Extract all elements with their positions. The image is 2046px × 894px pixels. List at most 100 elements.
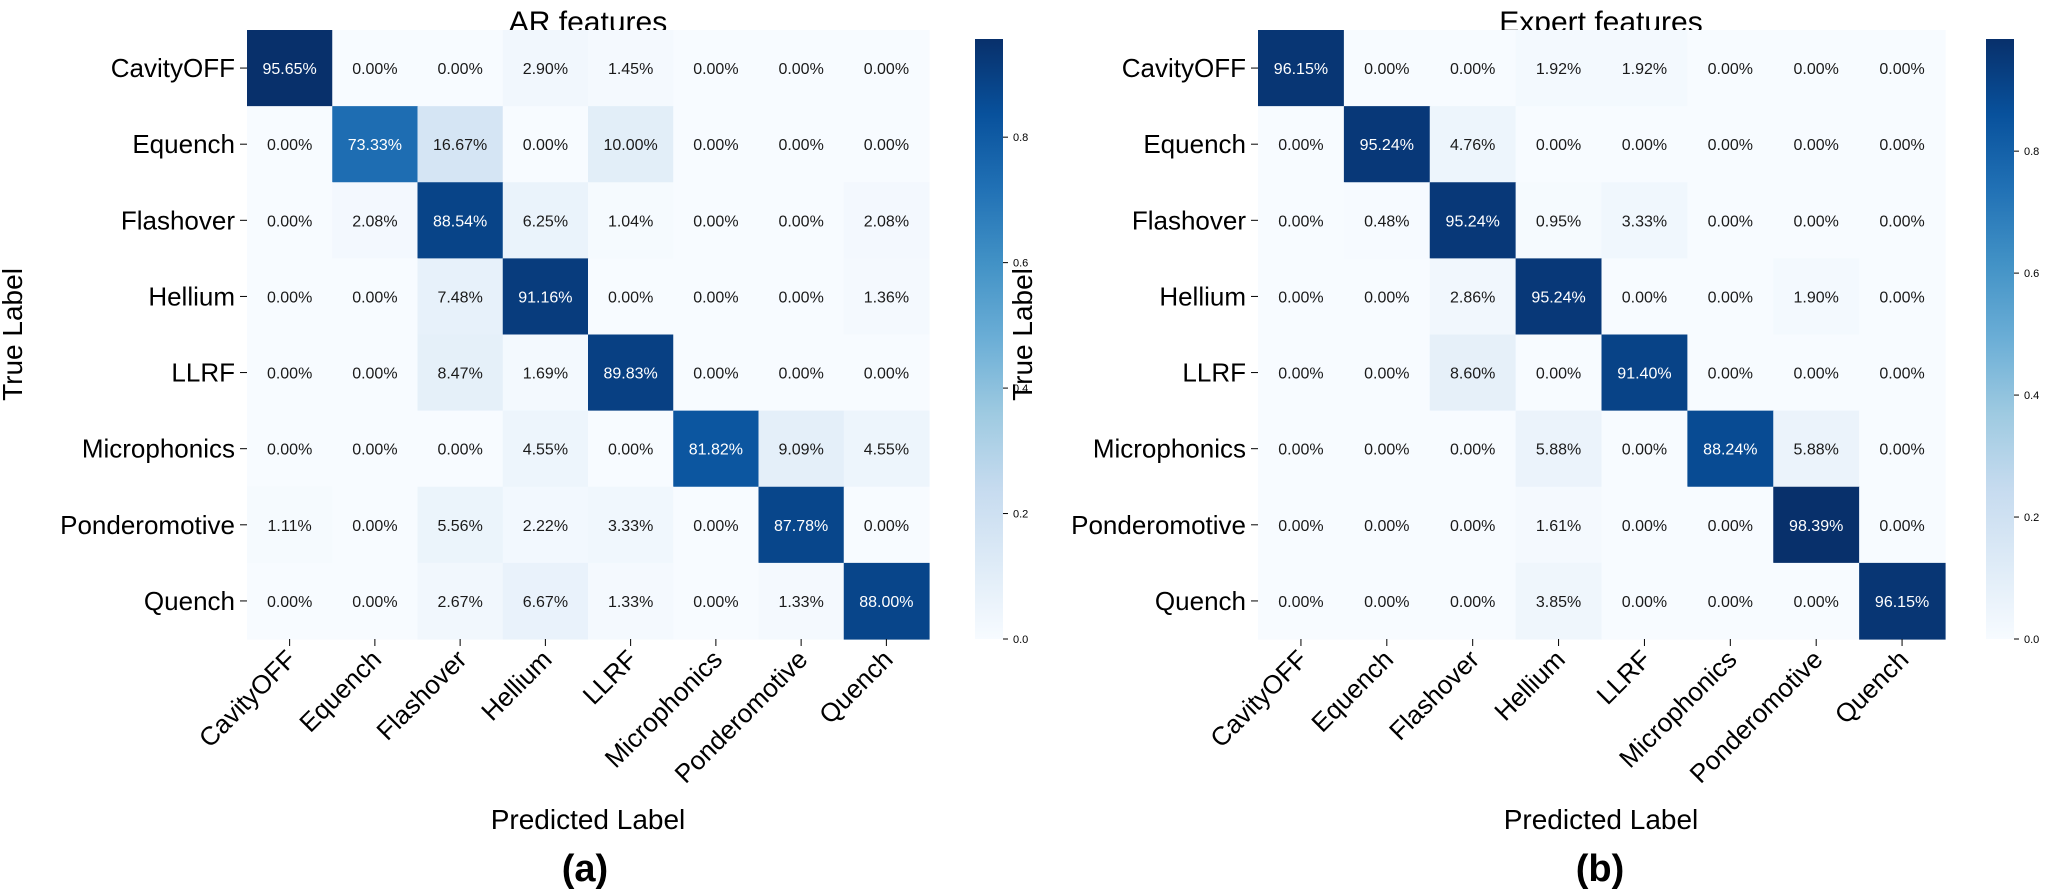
heatmap-cell — [843, 562, 930, 640]
heatmap-cell — [1773, 410, 1860, 488]
cell-value-label: 1.33% — [778, 594, 823, 611]
colorbar — [975, 39, 1003, 639]
y-tick-label: Quench — [1155, 586, 1246, 616]
heatmap-cell — [332, 30, 419, 107]
heatmap-cell — [417, 562, 504, 640]
heatmap-cell — [588, 106, 674, 183]
heatmap-cell — [502, 182, 589, 259]
heatmap-cell — [1515, 334, 1603, 412]
heatmap-cell — [247, 258, 333, 336]
heatmap-cell — [1687, 106, 1774, 183]
cell-value-label: 95.24% — [1531, 289, 1585, 306]
heatmap-cell — [588, 410, 674, 488]
cell-value-label: 0.00% — [1622, 518, 1667, 535]
heatmap-cell — [1773, 334, 1860, 412]
heatmap-cell — [758, 486, 845, 564]
y-tick-label: Flashover — [121, 205, 235, 235]
cell-value-label: 0.00% — [1622, 442, 1667, 459]
heatmap-cell — [1687, 486, 1774, 564]
cell-value-label: 91.16% — [518, 289, 572, 306]
y-tick-label: Flashover — [1132, 205, 1246, 235]
cell-value-label: 5.88% — [1794, 442, 1839, 459]
heatmap-cell — [1258, 106, 1345, 183]
heatmap-cell — [1429, 258, 1517, 336]
heatmap-cell — [843, 410, 930, 488]
cell-value-label: 0.00% — [1794, 137, 1839, 154]
cell-value-label: 2.67% — [437, 594, 482, 611]
y-tick-label: Ponderomotive — [1071, 510, 1246, 540]
cell-value-label: 0.00% — [778, 213, 823, 230]
cell-value-label: 0.00% — [1278, 213, 1323, 230]
cell-value-label: 0.00% — [1708, 594, 1753, 611]
heatmap-cell — [417, 486, 504, 564]
cell-value-label: 0.00% — [352, 61, 397, 78]
cell-value-label: 0.00% — [1364, 442, 1409, 459]
x-tick-label: Hellium — [1488, 644, 1571, 727]
heatmap-cell — [1687, 562, 1774, 640]
heatmap-cell — [502, 334, 589, 412]
y-tick-label: CavityOFF — [1122, 53, 1246, 83]
heatmap-cell — [502, 106, 589, 183]
heatmap-cell — [417, 334, 504, 412]
cell-value-label: 0.00% — [1794, 61, 1839, 78]
heatmap-cell — [332, 486, 419, 564]
cell-value-label: 1.04% — [608, 213, 653, 230]
heatmap-cell — [1687, 334, 1774, 412]
cell-value-label: 1.45% — [608, 61, 653, 78]
cell-value-label: 0.00% — [1622, 594, 1667, 611]
cell-value-label: 0.00% — [1364, 61, 1409, 78]
heatmap-cell — [417, 30, 504, 107]
heatmap-cell — [673, 106, 760, 183]
heatmap-cell — [247, 182, 333, 259]
heatmap-cell — [1343, 258, 1431, 336]
cell-value-label: 16.67% — [433, 137, 487, 154]
cell-value-label: 0.00% — [1278, 366, 1323, 383]
cell-value-label: 0.00% — [778, 61, 823, 78]
heatmap-cell — [502, 410, 589, 488]
cell-value-label: 3.33% — [1622, 213, 1667, 230]
cell-value-label: 95.65% — [262, 61, 316, 78]
heatmap-cell — [588, 334, 674, 412]
heatmap-cell — [1429, 182, 1517, 259]
cell-value-label: 0.00% — [1794, 594, 1839, 611]
heatmap-cell — [417, 106, 504, 183]
heatmap-cell — [843, 486, 930, 564]
heatmap-cell — [1343, 410, 1431, 488]
cell-value-label: 0.00% — [693, 213, 738, 230]
x-tick-label: LLRF — [1591, 644, 1657, 710]
cell-value-label: 0.00% — [1879, 137, 1924, 154]
cell-value-label: 95.24% — [1446, 213, 1500, 230]
cell-value-label: 0.00% — [1622, 289, 1667, 306]
cell-value-label: 6.67% — [523, 594, 568, 611]
cell-value-label: 2.86% — [1450, 289, 1495, 306]
cell-value-label: 3.33% — [608, 518, 653, 535]
cell-value-label: 96.15% — [1875, 594, 1929, 611]
heatmap-cell — [502, 258, 589, 336]
heatmap-cell — [1429, 30, 1517, 107]
cell-value-label: 1.69% — [523, 366, 568, 383]
cell-value-label: 0.95% — [1536, 213, 1581, 230]
heatmap-cell — [247, 486, 333, 564]
colorbar-tick-label: 0.4 — [2024, 390, 2039, 402]
x-axis-label: Predicted Label — [1504, 804, 1699, 835]
heatmap-cell — [588, 486, 674, 564]
cell-value-label: 6.25% — [523, 213, 568, 230]
cell-value-label: 1.90% — [1794, 289, 1839, 306]
x-tick-label: Flashover — [1383, 644, 1485, 746]
cell-value-label: 0.00% — [1879, 366, 1924, 383]
heatmap-cell — [1601, 30, 1688, 107]
heatmap-cell — [1429, 334, 1517, 412]
cell-value-label: 87.78% — [774, 518, 828, 535]
cell-value-label: 0.00% — [1278, 289, 1323, 306]
heatmap-cell — [332, 562, 419, 640]
heatmap-cell — [1429, 106, 1517, 183]
heatmap-cell — [843, 182, 930, 259]
heatmap-cell — [1429, 486, 1517, 564]
heatmap-cell — [1773, 258, 1860, 336]
cell-value-label: 0.00% — [1708, 213, 1753, 230]
cell-value-label: 0.00% — [1879, 213, 1924, 230]
x-tick-label: CavityOFF — [193, 644, 302, 753]
heatmap-cell — [247, 410, 333, 488]
cell-value-label: 73.33% — [348, 137, 402, 154]
